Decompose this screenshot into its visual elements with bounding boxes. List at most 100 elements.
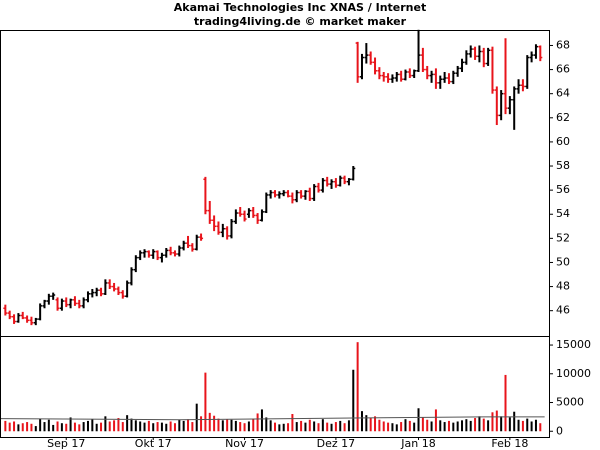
volume-bar (65, 423, 68, 432)
volume-bar (143, 422, 146, 432)
volume-bar (504, 374, 507, 432)
volume-bar (317, 423, 320, 432)
volume-bar (60, 423, 63, 432)
volume-bar (304, 422, 307, 432)
volume-bar (374, 416, 377, 432)
y-tick-label: 52 (556, 231, 570, 244)
volume-bar (339, 420, 342, 432)
volume-bar (200, 416, 203, 432)
volume-bar (260, 409, 263, 432)
volume-bar (169, 421, 172, 432)
chart-subtitle: trading4living.de © market maker (194, 15, 407, 28)
volume-bar (195, 403, 198, 432)
y-tick-label: 58 (556, 159, 570, 172)
volume-bar (243, 423, 246, 432)
volume-bar (530, 421, 533, 432)
volume-bar (426, 419, 429, 432)
volume-bar (21, 423, 24, 432)
volume-bar (221, 420, 224, 432)
volume-bar (226, 419, 229, 432)
volume-bar (461, 420, 464, 432)
volume-bar (282, 423, 285, 432)
volume-bar (130, 418, 133, 432)
volume-tick-label: 10000 (556, 367, 591, 380)
volume-bar (173, 423, 176, 432)
y-tick-label: 68 (556, 38, 570, 51)
volume-bar (400, 422, 403, 432)
volume-bar (13, 421, 16, 432)
x-tick-label: Dez 17 (317, 437, 356, 450)
volume-bar (139, 421, 142, 432)
volume-bar (217, 418, 220, 432)
volume-bar (404, 419, 407, 432)
volume-bar (352, 369, 355, 432)
volume-bar (365, 415, 368, 432)
volume-bar (82, 422, 85, 432)
volume-bar (52, 424, 55, 432)
volume-bar (387, 422, 390, 432)
x-tick-label: Feb 18 (491, 437, 528, 450)
volume-bar (100, 422, 103, 432)
volume-bar (78, 424, 81, 432)
volume-bar (147, 420, 150, 432)
volume-bar (104, 416, 107, 432)
y-tick-label: 54 (556, 207, 570, 220)
volume-bar (156, 422, 159, 432)
volume-bar (34, 426, 37, 432)
volume-bar (308, 419, 311, 432)
volume-bar (113, 420, 116, 432)
volume-bar (521, 420, 524, 432)
volume-bar (334, 422, 337, 432)
volume-bar (513, 411, 516, 432)
volume-bar (43, 422, 46, 432)
volume-bar (252, 418, 255, 432)
volume-bar (152, 423, 155, 432)
volume-bar (347, 420, 350, 432)
volume-bar (413, 422, 416, 432)
volume-bar (108, 421, 111, 432)
volume-bar (26, 422, 29, 432)
volume-bar (421, 417, 424, 432)
y-tick-label: 66 (556, 63, 570, 76)
volume-bar (439, 420, 442, 432)
volume-bar (230, 419, 233, 432)
volume-bar (247, 421, 250, 432)
volume-bar (8, 422, 11, 432)
price-panel (0, 30, 550, 337)
volume-bar (534, 419, 537, 432)
x-tick-label: Sep 17 (47, 437, 85, 450)
volume-bar (126, 415, 129, 432)
volume-bar (121, 422, 124, 432)
volume-bar (69, 417, 72, 432)
volume-bar (187, 419, 190, 432)
volume-bar (474, 418, 477, 432)
volume-bar (465, 419, 468, 432)
volume-bar (134, 420, 137, 432)
volume-bar (178, 419, 181, 432)
y-tick-label: 50 (556, 255, 570, 268)
volume-bar (313, 421, 316, 432)
volume-bar (391, 423, 394, 432)
x-tick-label: Nov 17 (225, 437, 264, 450)
volume-bar (395, 424, 398, 432)
volume-bar (487, 420, 490, 432)
volume-bar (47, 419, 50, 432)
volume-bar (208, 412, 211, 432)
volume-bar (30, 423, 33, 432)
volume-bar (447, 420, 450, 432)
volume-bar (160, 422, 163, 432)
y-tick-label: 46 (556, 304, 570, 317)
y-tick-label: 64 (556, 87, 570, 100)
volume-average (0, 416, 545, 421)
volume-bar (274, 422, 276, 432)
volume-bar (95, 423, 98, 432)
volume-tick-label: 5000 (556, 396, 584, 409)
volume-bar (86, 420, 89, 432)
volume-bar (508, 417, 511, 432)
volume-panel (0, 336, 550, 438)
volume-bar (343, 423, 346, 432)
volume-bar (408, 420, 411, 432)
volume-bar (330, 423, 333, 432)
volume-bar (213, 415, 216, 432)
